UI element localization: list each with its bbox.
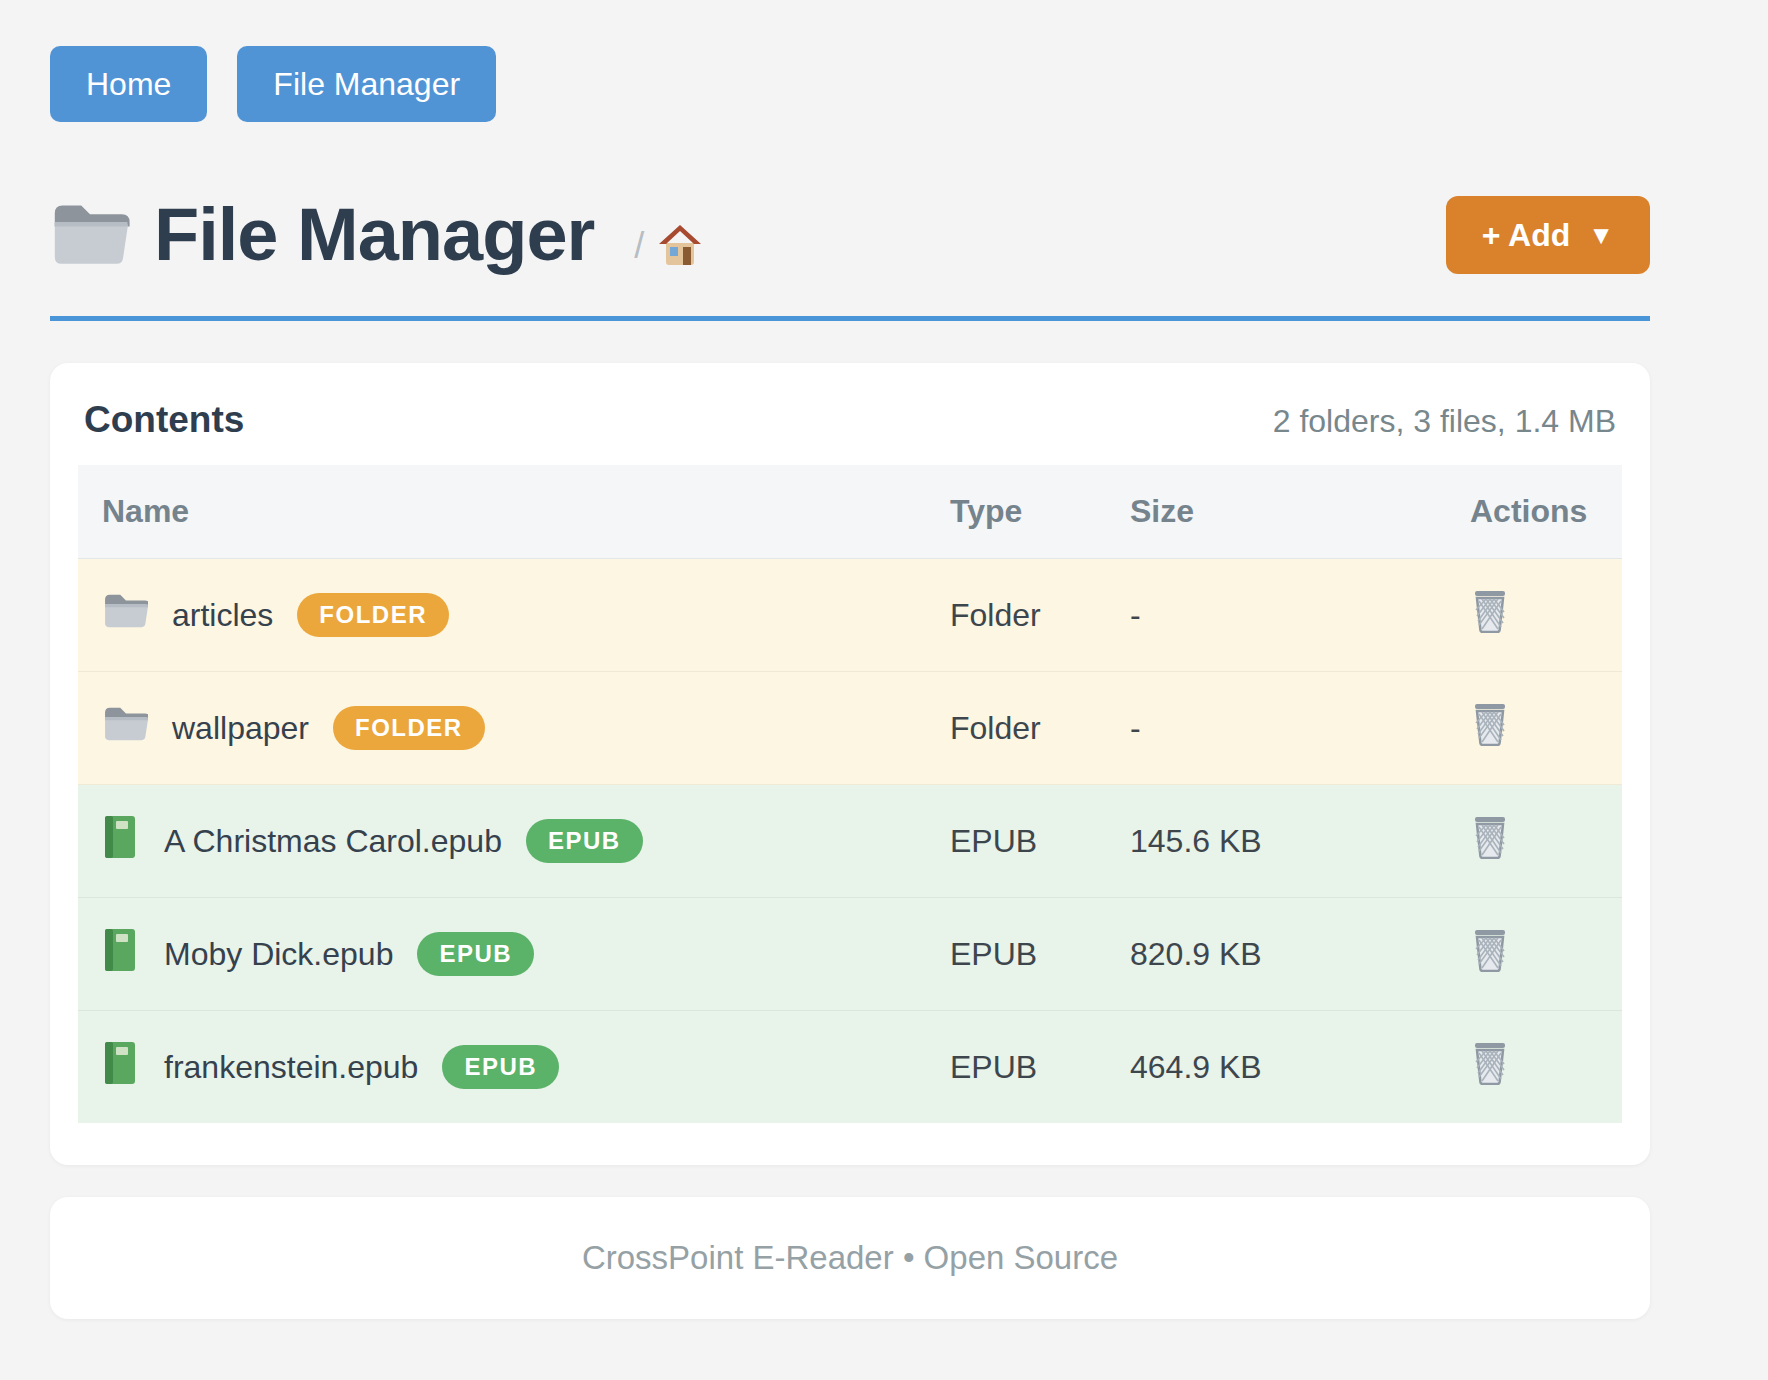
file-name-label: articles [172, 597, 273, 634]
house-icon[interactable] [658, 223, 702, 269]
size-cell: 820.9 KB [1106, 898, 1446, 1011]
contents-card: Contents 2 folders, 3 files, 1.4 MB Name… [50, 363, 1650, 1165]
trash-icon [1470, 928, 1510, 975]
file-manager-button[interactable]: File Manager [237, 46, 496, 122]
book-icon [102, 815, 140, 867]
size-cell: - [1106, 672, 1446, 785]
size-cell: - [1106, 559, 1446, 672]
column-header-name: Name [78, 465, 926, 559]
size-cell: 145.6 KB [1106, 785, 1446, 898]
book-icon [102, 928, 140, 980]
name-cell[interactable]: Moby Dick.epub EPUB [78, 898, 926, 1011]
table-row: articles FOLDER Folder - [78, 559, 1622, 672]
footer-text: CrossPoint E-Reader • Open Source [582, 1239, 1118, 1276]
file-manager-page: Home File Manager File Manager / [0, 0, 1768, 1319]
delete-button[interactable] [1470, 1041, 1510, 1088]
top-nav: Home File Manager [50, 46, 1650, 122]
name-cell[interactable]: frankenstein.epub EPUB [78, 1011, 926, 1124]
name-cell[interactable]: wallpaper FOLDER [78, 672, 926, 785]
footer-card: CrossPoint E-Reader • Open Source [50, 1197, 1650, 1319]
contents-title: Contents [84, 399, 244, 441]
table-row: wallpaper FOLDER Folder - [78, 672, 1622, 785]
trash-icon [1470, 589, 1510, 636]
add-button[interactable]: + Add ▼ [1446, 196, 1650, 274]
delete-button[interactable] [1470, 815, 1510, 862]
column-header-actions: Actions [1446, 465, 1622, 559]
file-table-body: articles FOLDER Folder - [78, 559, 1622, 1124]
home-button[interactable]: Home [50, 46, 207, 122]
folder-icon [102, 592, 148, 638]
delete-button[interactable] [1470, 589, 1510, 636]
file-name-label: A Christmas Carol.epub [164, 823, 502, 860]
type-badge: FOLDER [333, 706, 485, 750]
trash-icon [1470, 702, 1510, 749]
title-group: File Manager / [50, 198, 702, 272]
type-badge: EPUB [442, 1045, 559, 1089]
file-name-label: frankenstein.epub [164, 1049, 418, 1086]
size-cell: 464.9 KB [1106, 1011, 1446, 1124]
title-divider [50, 316, 1650, 321]
breadcrumb: / [634, 223, 702, 269]
type-cell: EPUB [926, 898, 1106, 1011]
contents-summary: 2 folders, 3 files, 1.4 MB [1273, 403, 1616, 440]
type-cell: EPUB [926, 785, 1106, 898]
delete-button[interactable] [1470, 928, 1510, 975]
folder-icon [50, 200, 130, 270]
folder-icon [102, 705, 148, 751]
type-cell: Folder [926, 672, 1106, 785]
file-name-label: wallpaper [172, 710, 309, 747]
chevron-down-icon: ▼ [1588, 222, 1614, 248]
column-header-type: Type [926, 465, 1106, 559]
add-button-label: + Add [1482, 219, 1571, 251]
file-name-label: Moby Dick.epub [164, 936, 393, 973]
table-row: Moby Dick.epub EPUB EPUB 820.9 KB [78, 898, 1622, 1011]
contents-card-header: Contents 2 folders, 3 files, 1.4 MB [78, 399, 1622, 465]
delete-button[interactable] [1470, 702, 1510, 749]
type-badge: EPUB [417, 932, 534, 976]
table-row: frankenstein.epub EPUB EPUB 464.9 KB [78, 1011, 1622, 1124]
type-badge: FOLDER [297, 593, 449, 637]
table-row: A Christmas Carol.epub EPUB EPUB 145.6 K… [78, 785, 1622, 898]
trash-icon [1470, 1041, 1510, 1088]
page-title: File Manager [154, 198, 594, 272]
page-header: File Manager / + Add ▼ [50, 196, 1650, 274]
column-header-size: Size [1106, 465, 1446, 559]
book-icon [102, 1041, 140, 1093]
name-cell[interactable]: A Christmas Carol.epub EPUB [78, 785, 926, 898]
type-cell: Folder [926, 559, 1106, 672]
name-cell[interactable]: articles FOLDER [78, 559, 926, 672]
trash-icon [1470, 815, 1510, 862]
table-header-row: Name Type Size Actions [78, 465, 1622, 559]
breadcrumb-separator: / [634, 225, 644, 267]
file-table: Name Type Size Actions [78, 465, 1622, 1123]
type-cell: EPUB [926, 1011, 1106, 1124]
type-badge: EPUB [526, 819, 643, 863]
